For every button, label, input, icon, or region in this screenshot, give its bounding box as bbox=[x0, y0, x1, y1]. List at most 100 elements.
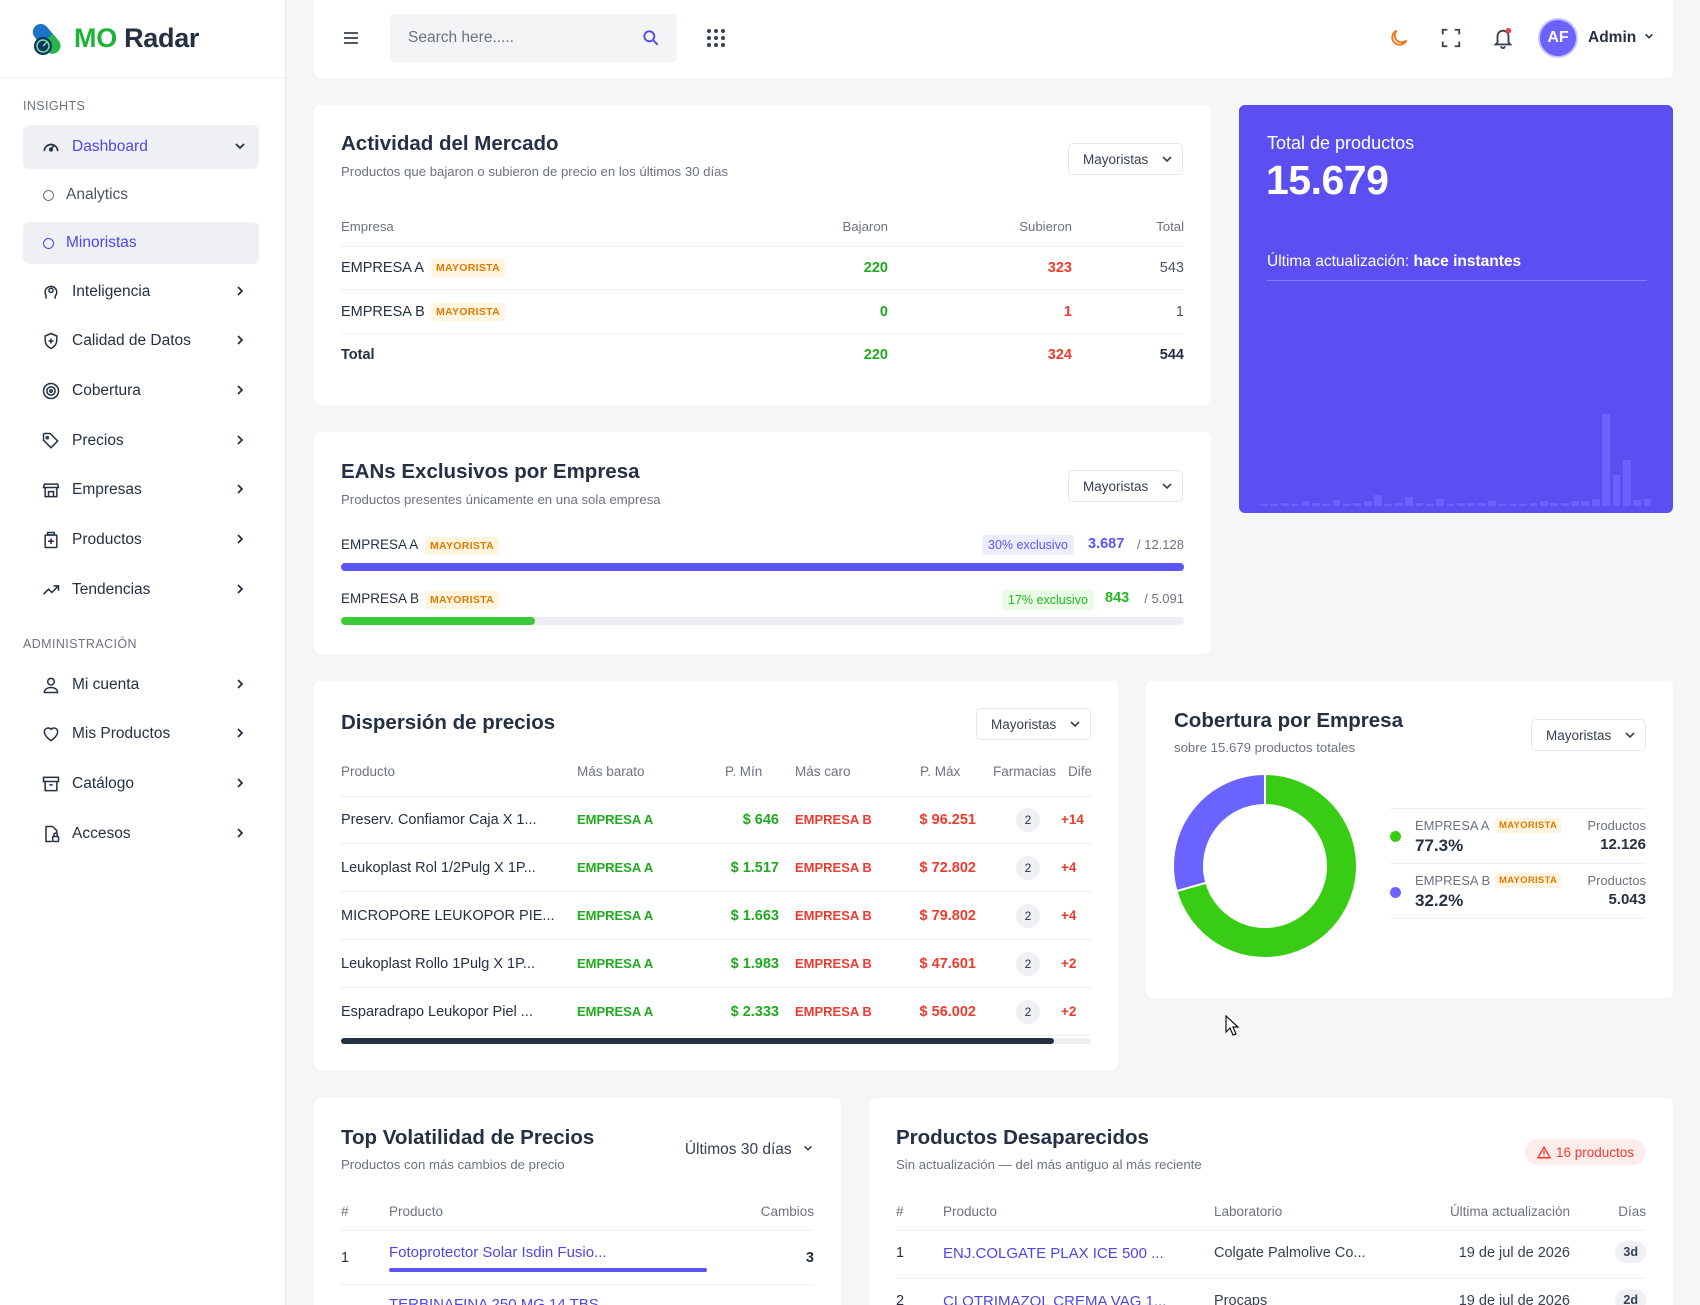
product-link[interactable]: ENJ.COLGATE PLAX ICE 500 ... bbox=[943, 1245, 1164, 1262]
sparkline-bar bbox=[1571, 501, 1579, 506]
chevron-right-icon bbox=[237, 728, 244, 738]
table-row[interactable]: Esparadrapo Leukopor Piel ... EMPRESA A $ … bbox=[341, 988, 1091, 1036]
sparkline-bar bbox=[1374, 495, 1382, 506]
dispersion-header: Producto Más barato P. Mín Más caro P. M… bbox=[341, 764, 1091, 786]
sidebar: MO Radar INSIGHTS Dashboard Analytics Mi… bbox=[0, 0, 286, 1305]
nav-precios[interactable]: Precios bbox=[23, 419, 259, 463]
file-lock-icon bbox=[40, 823, 62, 845]
legend-dot bbox=[1390, 887, 1401, 898]
nav-productos[interactable]: Productos bbox=[23, 518, 259, 562]
row-pmax: $ 47.601 bbox=[919, 956, 976, 972]
row-num: 1 bbox=[341, 1250, 350, 1266]
row-dif: +4 bbox=[1061, 860, 1077, 875]
search-input[interactable]: Search here..... bbox=[390, 14, 677, 62]
nav-mi-cuenta[interactable]: Mi cuenta bbox=[23, 663, 259, 707]
table-row[interactable]: Preserv. Confiamor Caja X 1... EMPRESA A $… bbox=[341, 796, 1091, 844]
nav-accesos[interactable]: Accesos bbox=[23, 812, 259, 856]
table-row[interactable]: MICROPORE LEUKOPOR PIE... EMPRESA A $ 1.66… bbox=[341, 892, 1091, 940]
speedometer-icon bbox=[40, 136, 62, 158]
topbar: Search here..... AF Admin bbox=[314, 0, 1673, 78]
product-link[interactable]: TERBINAFINA 250 MG 14 TBS bbox=[389, 1296, 599, 1305]
bell-icon[interactable] bbox=[1492, 26, 1514, 50]
brand-logo[interactable]: MO Radar bbox=[0, 0, 285, 78]
sparkline-bar bbox=[1643, 498, 1652, 506]
nav-calidad-label: Calidad de Datos bbox=[72, 332, 191, 349]
table-row[interactable]: Leukoplast Rollo 1Pulg X 1P... EMPRESA A $… bbox=[341, 940, 1091, 988]
total-total: 544 bbox=[1159, 347, 1184, 363]
nav-dashboard[interactable]: Dashboard bbox=[23, 125, 259, 169]
sparkline-bar bbox=[1457, 502, 1465, 506]
sparkline-bar bbox=[1260, 503, 1268, 506]
col-farmacias: Farmacias bbox=[993, 764, 1057, 779]
eans-value: 3.687 bbox=[1088, 536, 1125, 552]
dispersion-filter-select[interactable]: Mayoristas bbox=[976, 708, 1091, 740]
row-laboratorio: Procaps bbox=[1214, 1293, 1268, 1305]
legend-empresa: EMPRESA A bbox=[1415, 818, 1490, 833]
divider bbox=[341, 289, 1184, 290]
nav-catalogo[interactable]: Catálogo bbox=[23, 762, 259, 806]
product-link[interactable]: Fotoprotector Solar Isdin Fusio... bbox=[389, 1244, 607, 1261]
eans-filter-select[interactable]: Mayoristas bbox=[1068, 470, 1183, 502]
eans-of: / 5.091 bbox=[1144, 591, 1184, 606]
horizontal-scrollbar[interactable] bbox=[341, 1038, 1091, 1044]
target-icon bbox=[40, 380, 62, 402]
eans-subtitle: Productos presentes únicamente en una so… bbox=[341, 492, 661, 507]
volatilidad-period-select[interactable]: Últimos 30 días bbox=[685, 1141, 814, 1159]
chevron-right-icon bbox=[237, 534, 244, 544]
avatar[interactable]: AF bbox=[1538, 18, 1578, 58]
actividad-filter-select[interactable]: Mayoristas bbox=[1068, 143, 1183, 175]
search-icon[interactable] bbox=[641, 28, 661, 48]
chevron-right-icon bbox=[237, 286, 244, 296]
nav-calidad[interactable]: Calidad de Datos bbox=[23, 319, 259, 363]
user-icon bbox=[40, 674, 62, 696]
row-caro: EMPRESA B bbox=[795, 908, 872, 923]
row-pmax: $ 96.251 bbox=[919, 812, 976, 828]
sparkline-bar bbox=[1384, 503, 1393, 506]
donut-chart bbox=[1173, 774, 1357, 958]
row-fecha: 19 de jul de 2026 bbox=[1458, 1245, 1570, 1261]
product-link[interactable]: CLOTRIMAZOL CREMA VAG 1... bbox=[943, 1293, 1167, 1305]
user-menu[interactable]: Admin bbox=[1588, 29, 1655, 47]
sparkline-bar bbox=[1446, 503, 1455, 506]
col-cambios: Cambios bbox=[760, 1204, 814, 1219]
apps-grid-icon[interactable] bbox=[706, 28, 726, 48]
nav-minoristas[interactable]: Minoristas bbox=[23, 222, 259, 264]
sparkline-bar bbox=[1591, 498, 1600, 506]
donut-slice-empresa-b[interactable] bbox=[1173, 774, 1266, 893]
sparkline-bar bbox=[1436, 498, 1445, 506]
chevron-down-icon bbox=[804, 1145, 812, 1151]
row-barato: EMPRESA A bbox=[577, 860, 654, 875]
nav-cobertura-label: Cobertura bbox=[72, 382, 141, 399]
sparkline-bar bbox=[1342, 503, 1351, 506]
divider bbox=[896, 1278, 1646, 1279]
nav-inteligencia[interactable]: Inteligencia bbox=[23, 270, 259, 314]
medicine-box-icon bbox=[40, 529, 62, 551]
nav-empresas[interactable]: Empresas bbox=[23, 468, 259, 512]
sparkline-bar bbox=[1415, 502, 1424, 506]
divider bbox=[1390, 808, 1646, 809]
fullscreen-icon[interactable] bbox=[1440, 27, 1462, 49]
donut-slice-empresa-a[interactable] bbox=[1175, 774, 1357, 958]
scrollbar-thumb[interactable] bbox=[341, 1038, 1054, 1044]
row-pmin: $ 1.663 bbox=[730, 908, 779, 924]
last-update-label: Última actualización: bbox=[1267, 253, 1410, 270]
cobertura-filter-select[interactable]: Mayoristas bbox=[1531, 719, 1646, 751]
tag-badge: MAYORISTA bbox=[1495, 818, 1562, 833]
table-row[interactable]: Leukoplast Rol 1/2Pulg X 1P... EMPRESA A $… bbox=[341, 844, 1091, 892]
nav-cobertura[interactable]: Cobertura bbox=[23, 369, 259, 413]
divider bbox=[341, 1230, 814, 1231]
nav-mis-productos[interactable]: Mis Productos bbox=[23, 712, 259, 756]
nav-analytics[interactable]: Analytics bbox=[23, 174, 259, 216]
row-producto: MICROPORE LEUKOPOR PIE... bbox=[341, 908, 555, 924]
eans-value: 843 bbox=[1105, 590, 1130, 606]
moon-icon[interactable] bbox=[1388, 27, 1410, 49]
chevron-right-icon bbox=[237, 584, 244, 594]
row-laboratorio: Colgate Palmolive Co... bbox=[1214, 1245, 1366, 1261]
row-empresa: EMPRESA A bbox=[341, 260, 425, 276]
divider bbox=[1390, 918, 1646, 919]
row-caro: EMPRESA B bbox=[795, 812, 872, 827]
chevron-down-icon bbox=[1644, 33, 1653, 39]
nav-tendencias[interactable]: Tendencias bbox=[23, 568, 259, 612]
row-bajaron: 220 bbox=[863, 260, 888, 276]
menu-icon[interactable] bbox=[342, 29, 360, 47]
